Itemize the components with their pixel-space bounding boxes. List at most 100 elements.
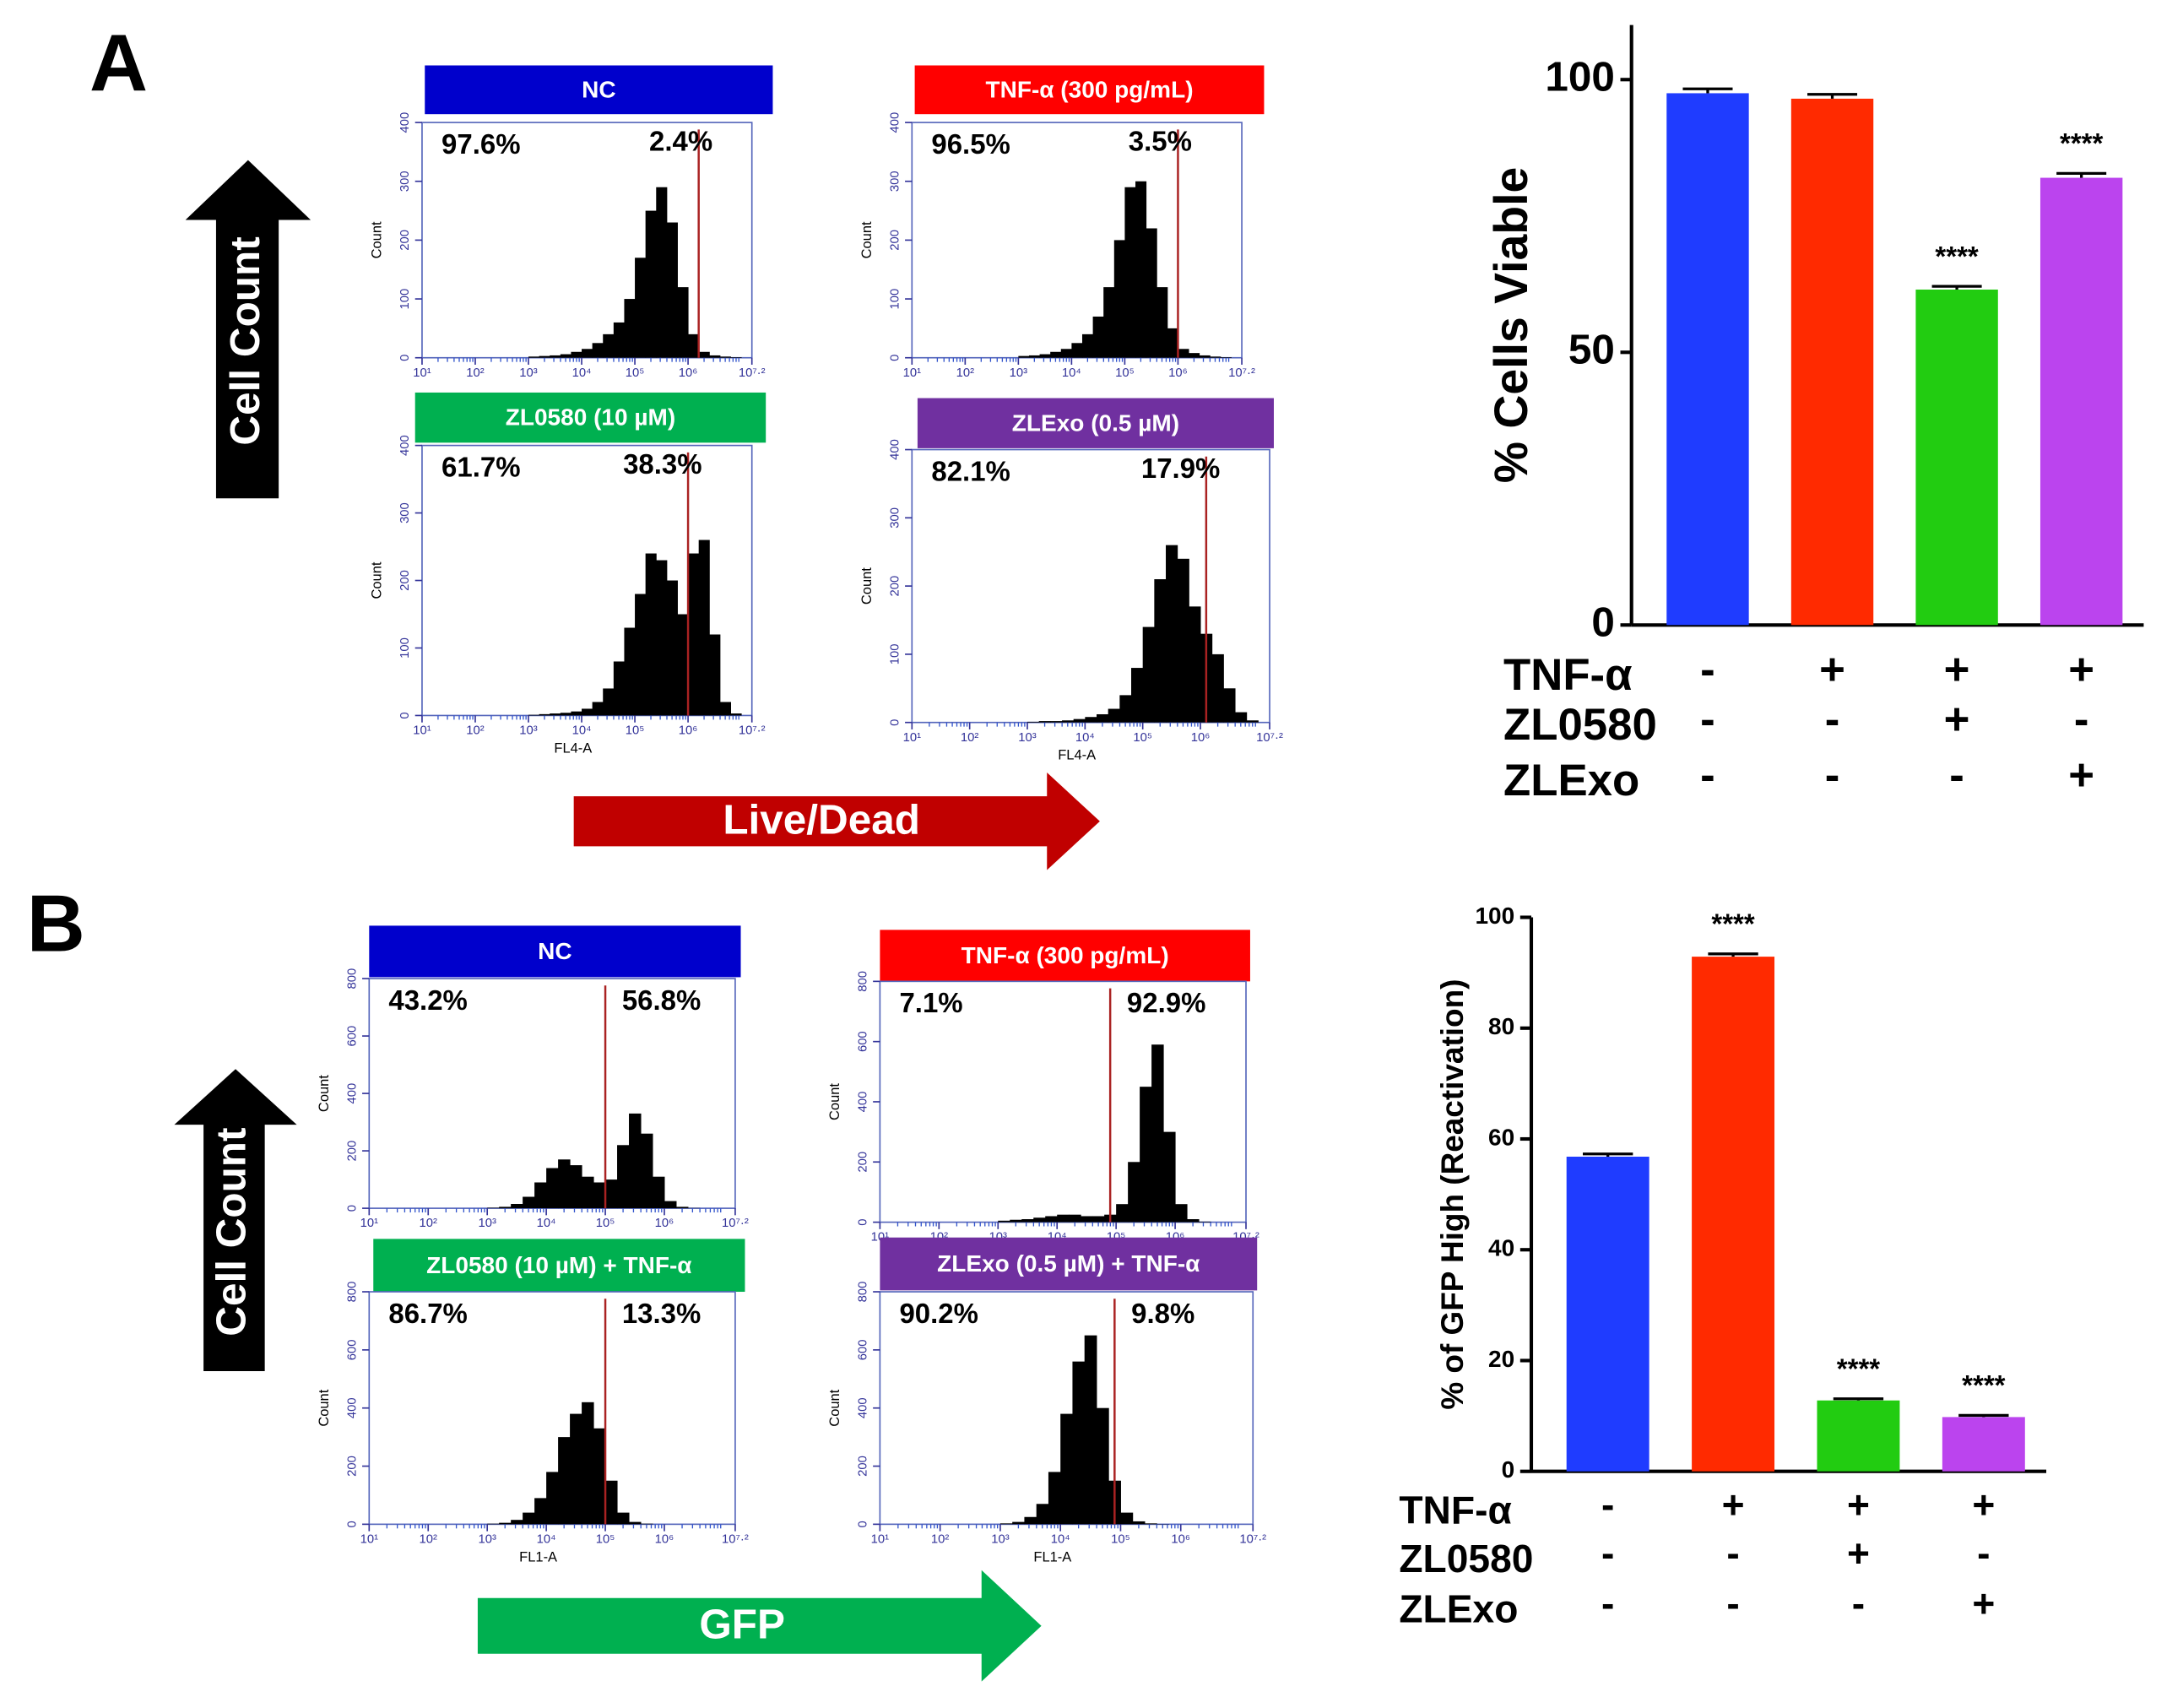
- histogram-bar: [1135, 181, 1147, 358]
- histogram-bar: [592, 343, 604, 358]
- x-axis-label: FL4-A: [1058, 748, 1096, 763]
- y-tick-label: 800: [857, 1282, 870, 1303]
- histogram-bar: [1050, 721, 1063, 723]
- histogram-bar: [1033, 1217, 1046, 1223]
- panel-label: A: [89, 19, 148, 109]
- x-tick-label: 10¹: [360, 1217, 378, 1230]
- x-tick-label: 10⁷·²: [1228, 366, 1255, 380]
- x-tick-label: 10²: [931, 1532, 949, 1546]
- y-tick-label: 800: [857, 971, 870, 992]
- x-tick-label: 10⁷·²: [1239, 1532, 1266, 1546]
- bar: [1817, 1400, 1900, 1472]
- annotation: 7.1%: [899, 987, 962, 1018]
- histogram-bar: [1062, 720, 1075, 723]
- annotation: 43.2%: [388, 984, 467, 1016]
- histogram-bar: [1211, 653, 1224, 723]
- right-arrow: [573, 773, 1100, 870]
- histogram-bar: [1092, 316, 1104, 358]
- histogram-bar: [1038, 721, 1051, 723]
- panel-label: B: [27, 879, 85, 969]
- annotation: 17.9%: [1141, 453, 1220, 484]
- y-tick-label: 300: [398, 502, 412, 523]
- y-tick-label: 0: [1502, 1456, 1515, 1483]
- histogram-bar: [1167, 328, 1178, 358]
- histogram-bar: [1039, 354, 1051, 358]
- y-tick-label: 400: [888, 439, 902, 460]
- histogram-bar: [1048, 1472, 1061, 1525]
- x-tick-label: 10⁷·²: [739, 366, 766, 380]
- y-tick-label: 400: [857, 1092, 870, 1113]
- histogram-bar: [1085, 717, 1097, 723]
- histogram-bar: [592, 702, 604, 716]
- histogram-bar: [1069, 1214, 1081, 1223]
- condition-sign: +: [1972, 1581, 1995, 1625]
- annotation: 3.5%: [1129, 126, 1192, 157]
- condition-label: ZL0580: [1503, 700, 1657, 750]
- histogram-bar: [1178, 349, 1189, 358]
- annotation: 90.2%: [899, 1298, 978, 1329]
- histogram-bar: [550, 713, 561, 716]
- x-tick-label: 10³: [1018, 731, 1036, 745]
- x-tick-label: 10⁴: [1075, 731, 1095, 745]
- condition-sign: +: [1819, 644, 1845, 694]
- y-tick-label: 40: [1488, 1235, 1514, 1261]
- histogram-bar: [1157, 287, 1168, 358]
- histogram-bar: [550, 355, 561, 358]
- y-tick-label: 0: [1591, 599, 1615, 645]
- histogram-bar: [539, 355, 550, 358]
- condition-sign: +: [1847, 1531, 1870, 1575]
- title-banner: [914, 65, 1265, 115]
- condition-sign: -: [1601, 1581, 1614, 1625]
- chart-title: ZL0580 (10 µM): [506, 404, 675, 431]
- x-tick-label: 10⁷·²: [722, 1217, 749, 1230]
- histogram-bar: [666, 580, 678, 716]
- y-axis-label: % Cells Viable: [1485, 167, 1537, 483]
- annotation: 9.8%: [1131, 1298, 1194, 1329]
- histogram-bar: [1166, 545, 1178, 723]
- title-banner: [880, 1237, 1258, 1291]
- histogram-bar: [1128, 1162, 1140, 1223]
- x-tick-label: 10⁶: [1168, 366, 1188, 380]
- histogram-bar: [546, 1472, 559, 1525]
- histogram-bar: [546, 1168, 559, 1209]
- histogram-bar: [698, 351, 710, 358]
- histogram-bar: [1113, 240, 1125, 358]
- histogram-bar: [1131, 668, 1144, 723]
- annotation: 61.7%: [441, 451, 520, 482]
- annotation: 56.8%: [622, 984, 701, 1016]
- x-tick-label: 10⁶: [679, 724, 698, 738]
- x-axis-label: FL1-A: [519, 1549, 557, 1564]
- y-axis-label: Count: [317, 1389, 332, 1426]
- histogram-bar: [1072, 1361, 1086, 1525]
- y-tick-label: 200: [398, 230, 412, 251]
- x-tick-label: 10⁴: [572, 724, 592, 738]
- bar: [1790, 98, 1874, 626]
- histogram-bar: [1154, 579, 1167, 723]
- y-tick-label: 300: [398, 171, 412, 192]
- y-tick-label: 800: [345, 968, 359, 990]
- y-tick-label: 200: [857, 1456, 870, 1477]
- histogram-bar: [528, 356, 540, 358]
- x-tick-label: 10²: [420, 1217, 437, 1230]
- bar: [1942, 1417, 2025, 1472]
- up-arrow: [174, 1069, 297, 1372]
- condition-sign: +: [1722, 1483, 1745, 1526]
- x-tick-label: 10⁴: [1051, 1532, 1070, 1546]
- y-tick-label: 800: [345, 1282, 359, 1303]
- histogram-bar: [1163, 1131, 1176, 1223]
- y-axis-label: Count: [859, 567, 875, 605]
- histogram-bar: [635, 258, 647, 358]
- title-banner: [414, 392, 766, 443]
- histogram-bar: [730, 713, 742, 716]
- histogram-bar: [1012, 1521, 1025, 1525]
- histogram-bar: [511, 1520, 523, 1525]
- title-banner: [425, 65, 773, 115]
- y-tick-label: 100: [888, 289, 902, 310]
- histogram-bar: [1108, 708, 1120, 723]
- histogram-bar: [593, 1428, 606, 1525]
- x-tick-label: 10¹: [903, 366, 921, 380]
- histogram-bar: [677, 287, 689, 358]
- histogram-bar: [523, 1196, 535, 1209]
- histogram-bar: [1060, 1413, 1073, 1525]
- bar: [1666, 93, 1749, 626]
